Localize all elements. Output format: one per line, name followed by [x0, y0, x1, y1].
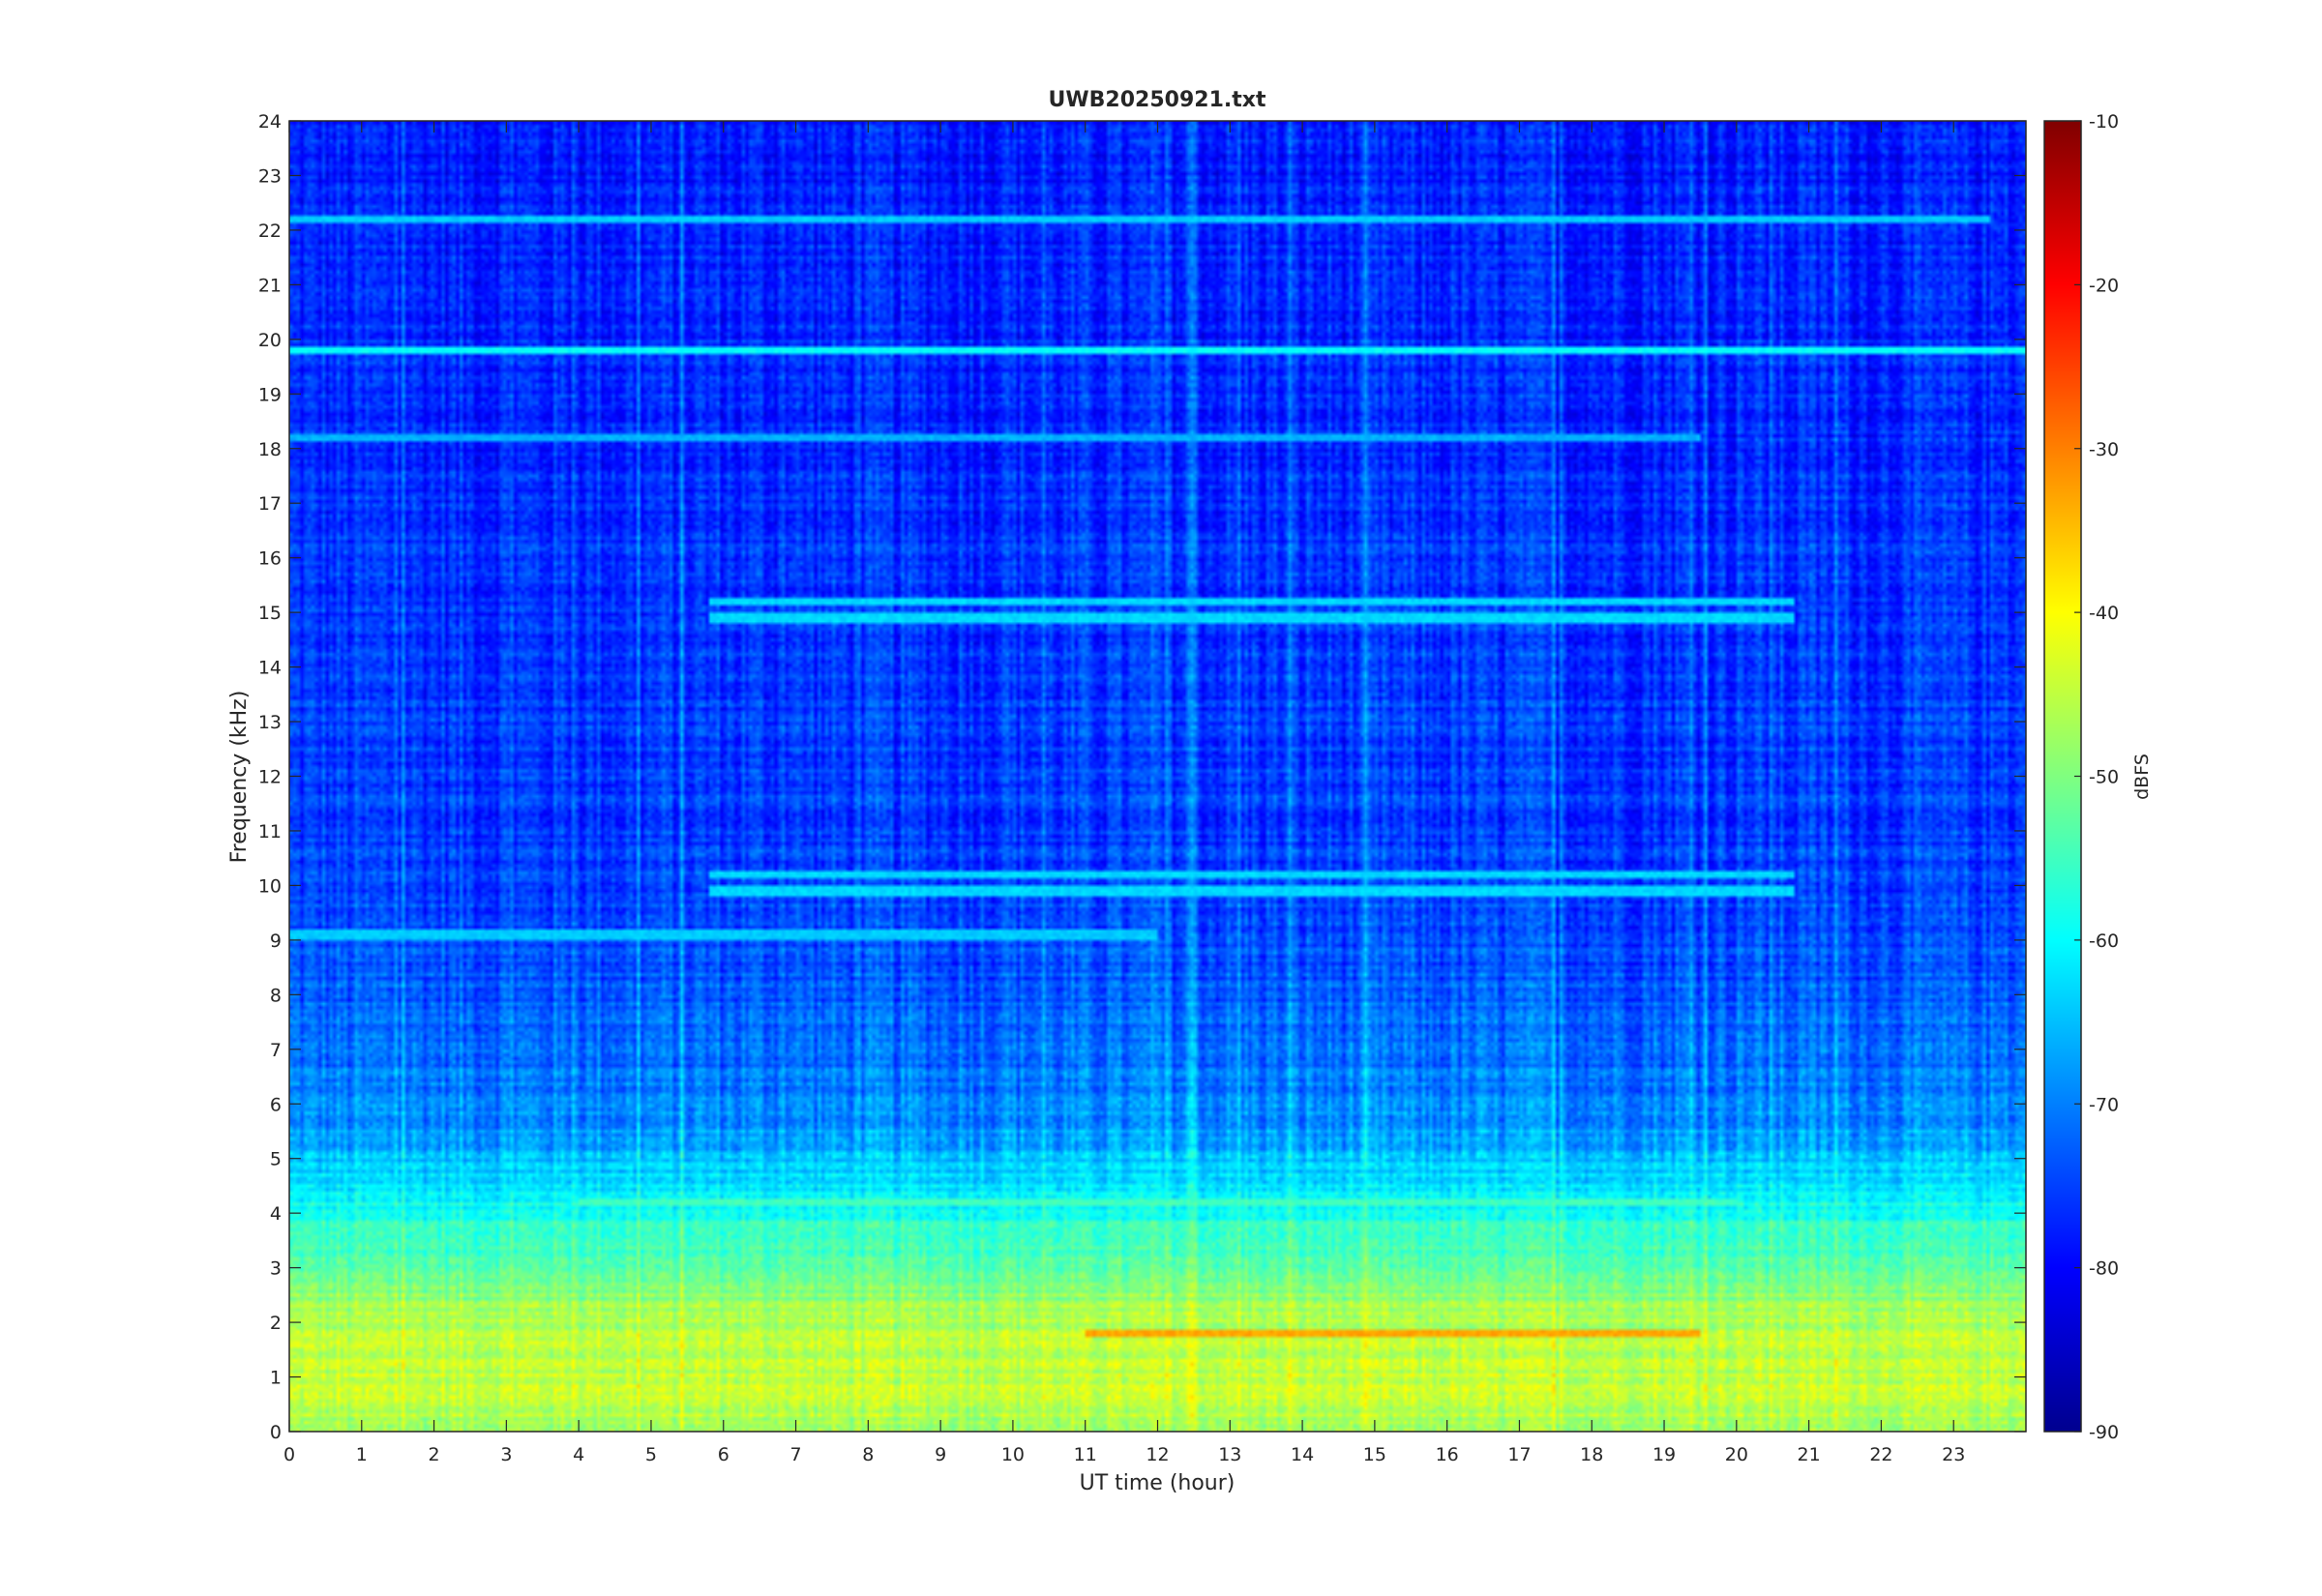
y-tick-label: 5: [270, 1149, 282, 1170]
x-tick-label: 11: [1074, 1444, 1097, 1465]
x-tick-label: 15: [1363, 1444, 1386, 1465]
x-tick-label: 20: [1725, 1444, 1748, 1465]
x-tick-label: 12: [1146, 1444, 1169, 1465]
colorbar-tick-label: -90: [2089, 1422, 2119, 1443]
colorbar-tick-label: -40: [2089, 603, 2119, 624]
y-tick-label: 23: [258, 165, 282, 187]
x-tick-label: 18: [1580, 1444, 1603, 1465]
colorbar-tick-label: -10: [2089, 111, 2119, 133]
y-tick-label: 22: [258, 221, 282, 242]
x-tick-label: 6: [718, 1444, 729, 1465]
x-axis-label: UT time (hour): [1080, 1471, 1235, 1495]
y-tick-label: 13: [258, 712, 282, 733]
colorbar-tick-label: -70: [2089, 1094, 2119, 1115]
spectrogram-heatmap: [289, 121, 2026, 1432]
y-tick-label: 4: [270, 1203, 282, 1225]
x-tick-label: 16: [1436, 1444, 1459, 1465]
y-tick-label: 7: [270, 1040, 282, 1061]
colorbar-tick-label: -80: [2089, 1258, 2119, 1280]
y-tick-label: 9: [270, 931, 282, 952]
x-tick-label: 0: [283, 1444, 295, 1465]
y-tick-label: 18: [258, 439, 282, 460]
y-tick-label: 17: [258, 493, 282, 515]
x-tick-label: 21: [1798, 1444, 1821, 1465]
chart-title: UWB20250921.txt: [1049, 88, 1266, 112]
x-tick-label: 5: [645, 1444, 657, 1465]
x-tick-label: 4: [573, 1444, 584, 1465]
x-tick-label: 22: [1869, 1444, 1892, 1465]
x-tick-label: 7: [789, 1444, 801, 1465]
y-tick-label: 10: [258, 875, 282, 897]
heatmap-image: [289, 121, 2026, 1432]
y-tick-label: 11: [258, 821, 282, 842]
y-axis-label: Frequency (kHz): [227, 691, 252, 864]
x-tick-label: 3: [500, 1444, 512, 1465]
y-tick-label: 20: [258, 330, 282, 351]
y-tick-label: 8: [270, 985, 282, 1006]
y-tick-label: 3: [270, 1258, 282, 1280]
x-tick-label: 1: [356, 1444, 368, 1465]
colorbar-tick-label: -20: [2089, 275, 2119, 296]
colorbar: -10 -20 -30 -40 -50 -60 -70 -80 -90 dBFS: [2043, 111, 2153, 1443]
x-axis-ticks: 0 1 2 3 4 5 6 7 8 9 10 11 12 13 14 15 16 17 18 19 20 21 22 23: [283, 121, 1965, 1465]
x-tick-label: 14: [1291, 1444, 1314, 1465]
x-tick-label: 13: [1218, 1444, 1241, 1465]
y-tick-label: 19: [258, 384, 282, 405]
y-tick-label: 21: [258, 275, 282, 296]
colorbar-label: dBFS: [2131, 754, 2153, 800]
y-tick-label: 6: [270, 1094, 282, 1115]
colorbar-tick-label: -50: [2089, 767, 2119, 788]
colorbar-ticks: -10 -20 -30 -40 -50 -60 -70 -80 -90: [2074, 111, 2119, 1443]
y-tick-label: 15: [258, 603, 282, 624]
colorbar-tick-label: -30: [2089, 439, 2119, 460]
colorbar-tick-label: -60: [2089, 931, 2119, 952]
y-tick-label: 16: [258, 548, 282, 570]
x-tick-label: 17: [1507, 1444, 1531, 1465]
x-tick-label: 2: [429, 1444, 440, 1465]
x-tick-label: 10: [1001, 1444, 1025, 1465]
y-tick-label: 14: [258, 658, 282, 679]
x-tick-label: 8: [862, 1444, 874, 1465]
y-tick-label: 1: [270, 1368, 282, 1389]
y-tick-label: 24: [258, 111, 282, 133]
y-tick-label: 0: [270, 1422, 282, 1443]
x-tick-label: 19: [1652, 1444, 1676, 1465]
x-tick-label: 23: [1942, 1444, 1965, 1465]
x-tick-label: 9: [935, 1444, 946, 1465]
y-tick-label: 2: [270, 1313, 282, 1334]
y-tick-label: 12: [258, 767, 282, 788]
